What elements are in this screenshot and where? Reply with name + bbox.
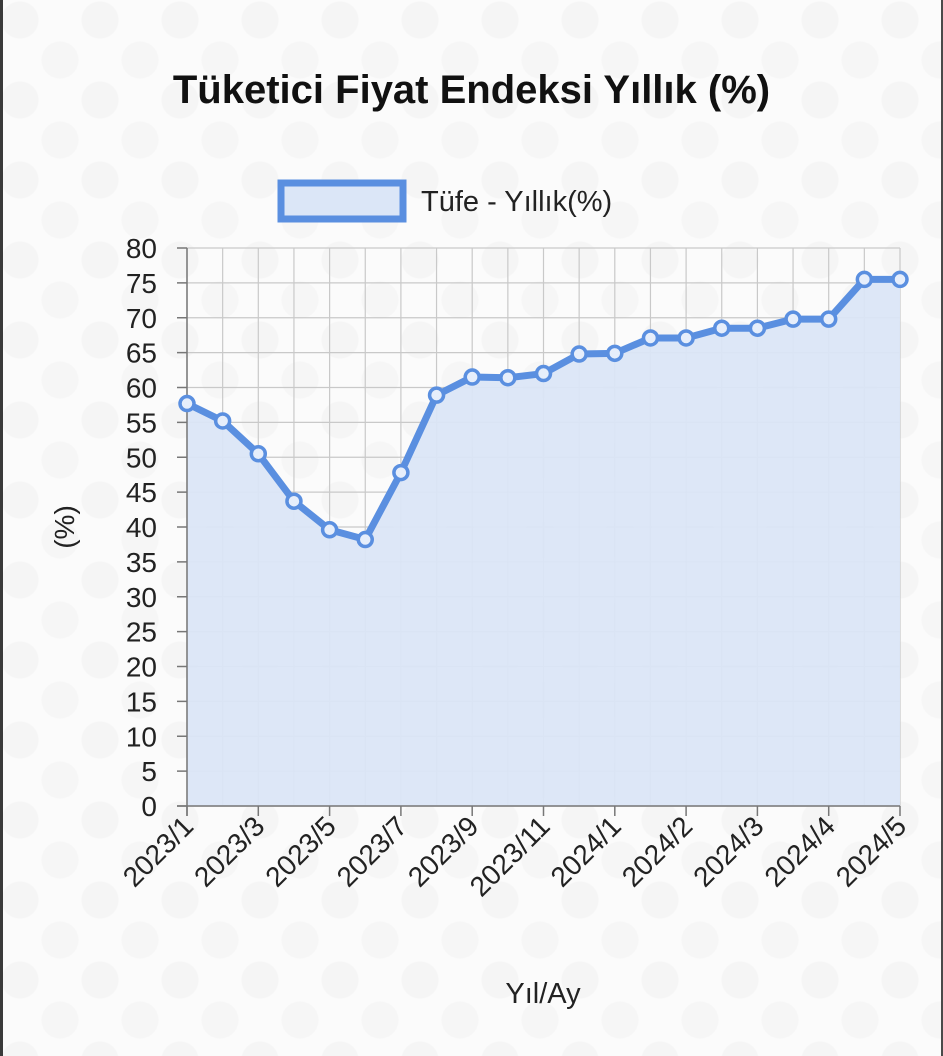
y-tick-label: 60 [126, 373, 157, 404]
y-tick-label: 35 [126, 547, 157, 578]
y-tick-label: 45 [126, 477, 157, 508]
y-tick-label: 30 [126, 582, 157, 613]
data-point[interactable] [320, 521, 339, 539]
y-tick-label: 70 [126, 303, 157, 334]
x-tick-label: 2023/5 [259, 810, 341, 892]
data-point[interactable] [427, 386, 446, 404]
data-point[interactable] [570, 345, 588, 363]
data-point[interactable] [499, 368, 517, 387]
data-point[interactable] [213, 412, 232, 430]
data-point[interactable] [641, 329, 660, 347]
y-tick-label: 65 [126, 338, 157, 369]
data-point[interactable] [178, 394, 196, 413]
x-tick-label: 2023/1 [117, 810, 199, 892]
y-tick-label: 75 [126, 268, 157, 299]
y-tick-label: 50 [126, 442, 157, 473]
x-tick-labels: 2023/12023/32023/52023/72023/92023/11202… [117, 810, 912, 902]
data-point[interactable] [677, 329, 695, 347]
x-tick-label: 2024/3 [687, 810, 769, 892]
data-point[interactable] [748, 319, 767, 337]
data-point[interactable] [819, 310, 838, 328]
axes [177, 247, 901, 816]
x-tick-label: 2024/2 [616, 810, 698, 892]
legend-label[interactable]: Tüfe - Yıllık(%) [421, 186, 612, 218]
x-tick-label: 2024/5 [830, 810, 912, 892]
legend-swatch[interactable] [277, 179, 407, 223]
data-point[interactable] [891, 270, 909, 289]
chart-title: Tüketici Fiyat Endeksi Yıllık (%) [172, 68, 771, 112]
data-point[interactable] [713, 319, 731, 337]
area-fill [187, 279, 900, 806]
legend[interactable]: Tüfe - Yıllık(%) [277, 179, 612, 223]
y-tick-label: 80 [126, 233, 157, 264]
x-tick-label: 2023/11 [464, 810, 556, 902]
data-point[interactable] [392, 463, 410, 482]
data-point[interactable] [784, 310, 802, 328]
data-point[interactable] [356, 530, 374, 549]
y-tick-label: 10 [126, 721, 157, 752]
x-tick-label: 2023/3 [188, 810, 270, 892]
data-point[interactable] [249, 445, 268, 463]
data-point[interactable] [463, 368, 481, 386]
data-point[interactable] [534, 364, 553, 383]
x-tick-label: 2023/7 [331, 810, 413, 892]
data-point[interactable] [855, 270, 874, 289]
y-tick-label: 0 [141, 791, 157, 822]
data-point[interactable] [285, 492, 303, 510]
y-tick-label: 25 [126, 617, 157, 648]
data-point[interactable] [606, 344, 624, 363]
data-points [178, 270, 909, 549]
frame-left-edge [0, 0, 3, 1056]
x-axis-label: Yıl/Ay [505, 978, 581, 1010]
y-tick-label: 15 [126, 686, 157, 717]
y-tick-label: 5 [141, 756, 157, 787]
x-tick-label: 2024/1 [545, 810, 627, 892]
series-area [187, 279, 900, 806]
y-tick-label: 55 [126, 407, 157, 438]
y-axis-label: (%) [49, 505, 80, 549]
x-tick-label: 2024/4 [758, 810, 840, 892]
frame-right-edge [941, 0, 943, 1056]
y-tick-label: 40 [126, 512, 157, 543]
y-tick-label: 20 [126, 652, 157, 683]
